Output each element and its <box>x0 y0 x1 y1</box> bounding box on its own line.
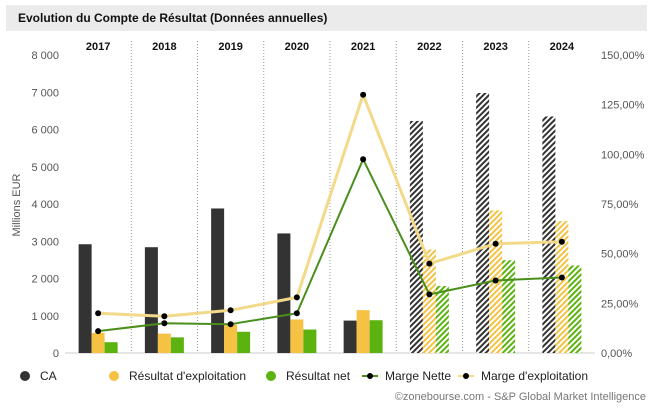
point-marge-nette <box>293 310 300 317</box>
point-marge-exploitation <box>161 313 168 320</box>
bar-ca <box>144 247 158 353</box>
x-tick-label: 2019 <box>218 41 242 53</box>
y-tick-label: 2 000 <box>31 274 59 286</box>
legend-marker-resultat-net <box>266 371 276 381</box>
point-marge-nette <box>360 156 367 163</box>
bar-resultat-net <box>568 265 582 353</box>
x-tick-label: 2024 <box>550 41 575 53</box>
point-marge-exploitation <box>95 310 102 317</box>
bar-resultat-net <box>170 337 184 353</box>
line-marge-nette <box>98 158 562 333</box>
x-tick-label: 2023 <box>483 41 507 53</box>
y2-tick-label: 100,00% <box>601 149 645 161</box>
legend-label-resultat-net: Résultat net <box>286 369 351 383</box>
y-tick-label: 3 000 <box>31 236 59 248</box>
bar-resultat-net <box>303 329 317 353</box>
x-tick-label: 2020 <box>285 41 309 53</box>
bar-resultat-net <box>104 342 118 353</box>
point-marge-nette <box>95 328 102 335</box>
point-marge-nette <box>161 320 168 327</box>
bar-marks <box>78 92 582 354</box>
point-marge-exploitation <box>227 307 234 314</box>
point-marge-nette <box>227 321 234 328</box>
legend-marker-marge-exploitation-point <box>463 373 469 379</box>
legend-marker-ca <box>20 371 30 381</box>
bar-ca <box>277 233 291 353</box>
point-marge-exploitation <box>492 240 499 247</box>
legend: CA Résultat d'exploitation Résultat net Mar… <box>20 369 588 383</box>
legend-label-marge-nette: Marge Nette <box>385 369 451 383</box>
legend-marker-marge-nette-point <box>367 373 373 379</box>
chart-title: Evolution du Compte de Résultat (Données… <box>18 11 328 25</box>
y2-tick-label: 125,00% <box>601 100 645 112</box>
point-marge-nette <box>426 291 433 298</box>
point-marge-exploitation <box>293 294 300 301</box>
bar-ca <box>409 120 423 354</box>
bar-ca <box>78 244 92 353</box>
y2-tick-label: 50,00% <box>601 249 639 261</box>
bar-resultat-exploitation <box>555 221 569 353</box>
point-marge-exploitation <box>558 238 565 245</box>
y-tick-label: 8 000 <box>31 50 59 62</box>
bar-ca <box>343 320 357 353</box>
x-tick-label: 2022 <box>417 41 441 53</box>
bar-resultat-net <box>435 285 449 353</box>
y-tick-label: 0 <box>53 348 59 360</box>
point-marge-nette <box>558 274 565 281</box>
bar-resultat-net <box>237 331 251 353</box>
bar-resultat-exploitation <box>422 249 436 353</box>
y-tick-label: 5 000 <box>31 162 59 174</box>
y2-tick-label: 75,00% <box>601 199 639 211</box>
y-tick-label: 4 000 <box>31 199 59 211</box>
point-marge-exploitation <box>360 91 367 98</box>
y2-tick-label: 150,00% <box>601 50 645 62</box>
bar-resultat-exploitation <box>290 319 304 353</box>
bar-resultat-exploitation <box>356 310 370 353</box>
line-marge-exploitation <box>98 93 562 318</box>
legend-label-marge-exploitation: Marge d'exploitation <box>481 369 588 383</box>
point-marge-exploitation <box>426 260 433 267</box>
bar-resultat-net <box>369 320 383 353</box>
line-marks <box>95 91 565 335</box>
bar-resultat-exploitation <box>157 333 171 353</box>
y-tick-label: 6 000 <box>31 125 59 137</box>
y-tick-label: 1 000 <box>31 311 59 323</box>
bar-resultat-exploitation <box>224 324 238 353</box>
x-tick-label: 2021 <box>351 41 375 53</box>
bar-ca <box>542 116 556 354</box>
y-axis-title: Millions EUR <box>11 173 23 236</box>
chart-title-bar: Evolution du Compte de Résultat (Données… <box>6 5 647 31</box>
source-credit: ©zonebourse.com - S&P Global Market Inte… <box>395 391 646 403</box>
legend-marker-resultat-exploitation <box>109 371 119 381</box>
y-tick-label: 7 000 <box>31 87 59 99</box>
x-tick-label: 2017 <box>86 41 110 53</box>
legend-label-ca: CA <box>40 369 57 383</box>
bar-ca <box>211 208 225 353</box>
bar-resultat-exploitation <box>91 332 105 353</box>
point-marge-nette <box>492 277 499 284</box>
bar-resultat-net <box>502 260 516 353</box>
bar-ca <box>476 92 490 354</box>
legend-label-resultat-exploitation: Résultat d'exploitation <box>129 369 246 383</box>
y2-tick-label: 25,00% <box>601 298 639 310</box>
axis-labels: Millions EUR 0 1 000 2 000 3 000 4 000 5 000 6… <box>11 41 645 360</box>
x-tick-label: 2018 <box>152 41 176 53</box>
y2-tick-label: 0,00% <box>601 348 632 360</box>
